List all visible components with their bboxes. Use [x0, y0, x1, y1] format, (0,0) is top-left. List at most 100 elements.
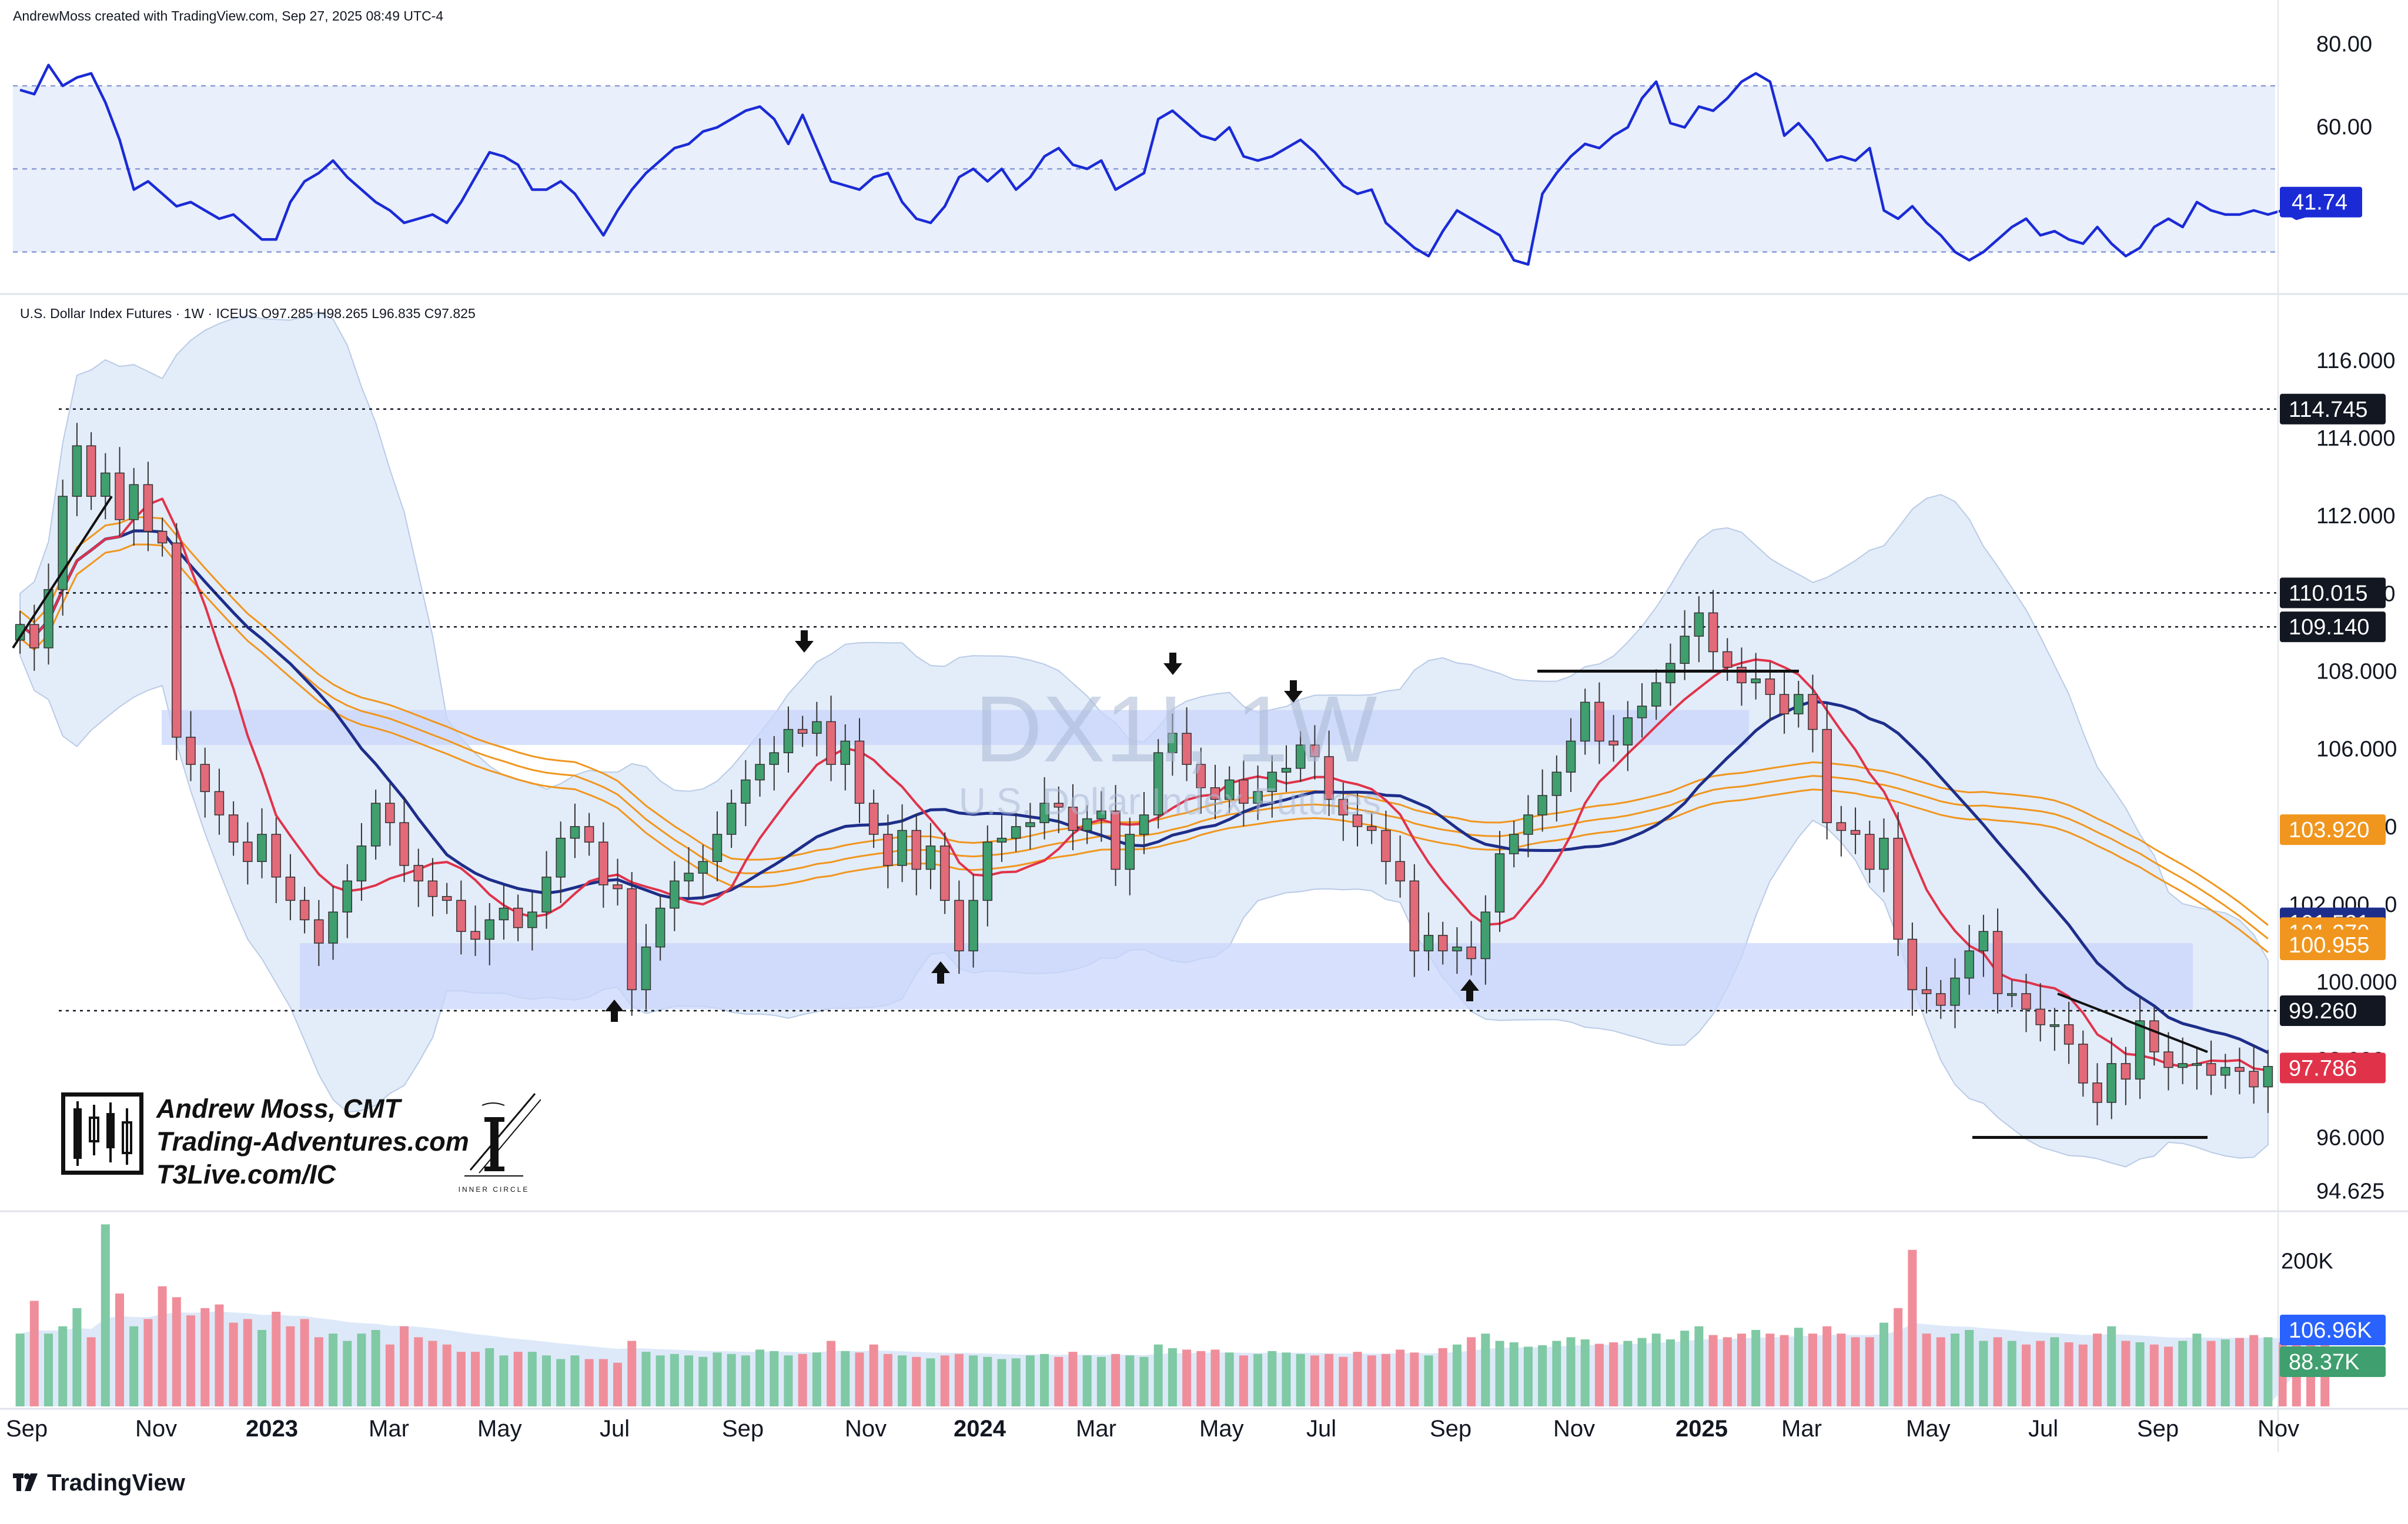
candle [925, 823, 936, 890]
time-tick-label: May [1906, 1416, 1951, 1442]
volume-pane [0, 1224, 2408, 1410]
volume-bar [2192, 1333, 2202, 1406]
candle [1992, 908, 2003, 1014]
volume-bar [527, 1352, 537, 1406]
candle-body [2106, 1063, 2116, 1103]
candle-body [1822, 728, 1832, 823]
candle-body [911, 830, 922, 870]
volume-bar [627, 1341, 637, 1406]
candle-body [2135, 1020, 2145, 1080]
candle-body [826, 721, 836, 765]
volume-bar [1965, 1329, 1974, 1406]
tradingview-logo[interactable]: TradingView [13, 1470, 185, 1496]
volume-bar [969, 1355, 978, 1406]
candle-body [257, 834, 267, 863]
candle [854, 718, 865, 823]
candle-body [883, 834, 893, 866]
candle [2106, 1037, 2116, 1119]
candle-body [442, 896, 452, 901]
candle [1808, 674, 1818, 753]
volume-bar [670, 1353, 679, 1406]
candle [1665, 643, 1675, 706]
time-tick-label: Sep [722, 1416, 764, 1442]
price-badge-label: 109.140 [2289, 615, 2369, 640]
candle [741, 760, 751, 827]
volume-bar [1367, 1355, 1376, 1406]
candle-body [1765, 678, 1775, 695]
rsi-line [19, 63, 2326, 266]
candle [257, 808, 267, 878]
early-trend-line [12, 496, 113, 649]
candle-body [1011, 826, 1021, 839]
volume-bar [400, 1326, 409, 1406]
time-tick-label: Nov [845, 1416, 887, 1442]
candle [413, 848, 423, 907]
candle-body [1381, 830, 1391, 863]
candle [1366, 813, 1377, 844]
candle-body [1480, 911, 1491, 960]
candle-body [1153, 752, 1163, 816]
candle-body [271, 834, 281, 878]
candle-body [982, 841, 993, 901]
candle [1253, 766, 1263, 820]
candle-body [627, 888, 637, 991]
time-tick-label: Jul [1306, 1416, 1336, 1442]
candle [1338, 783, 1349, 841]
candle [1623, 701, 1633, 771]
volume-bar [286, 1326, 295, 1406]
candle [2249, 1045, 2259, 1104]
volume-bar [229, 1322, 238, 1406]
symbol-ohlc-legend[interactable]: U.S. Dollar Index Futures · 1W · ICEUS O… [20, 306, 476, 321]
volume-bar [1538, 1345, 1547, 1406]
candle-body [1978, 931, 1989, 952]
candle [1310, 725, 1320, 780]
candle-body [314, 919, 324, 944]
candle-body [1125, 834, 1135, 870]
volume-bar [2163, 1346, 2173, 1406]
time-tick-label: Mar [1076, 1416, 1116, 1442]
candle-body [1779, 694, 1790, 714]
price-badge-label: 97.786 [2289, 1056, 2357, 1081]
candle-body [2007, 993, 2017, 996]
candle [1381, 810, 1391, 885]
tradingview-icon [13, 1473, 39, 1493]
volume-bar [812, 1352, 821, 1406]
candle-body [2235, 1067, 2245, 1072]
candle-body [1338, 798, 1349, 816]
candle [2063, 1001, 2074, 1064]
volume-bar [2178, 1341, 2188, 1406]
price-tick-label: 100.000 [2316, 970, 2397, 995]
candle-body [712, 834, 723, 863]
candle [285, 854, 296, 921]
volume-bar [300, 1319, 309, 1406]
volume-bar [1068, 1352, 1078, 1406]
candle-body [1608, 740, 1618, 746]
candle-body [1992, 931, 2003, 994]
volume-bar [1267, 1351, 1277, 1406]
candle [342, 864, 352, 938]
volume-bar [186, 1315, 196, 1406]
volume-bar [1509, 1342, 1519, 1406]
candle [712, 811, 723, 881]
candle-body [968, 900, 978, 952]
volume-bar [1310, 1355, 1319, 1406]
volume-bar [1609, 1342, 1618, 1406]
candle-body [1551, 771, 1562, 796]
time-tick-label: Sep [2137, 1416, 2179, 1442]
candle [1437, 921, 1448, 965]
volume-bar [1665, 1339, 1675, 1406]
candle [2263, 1050, 2273, 1113]
candle-body [2121, 1063, 2131, 1080]
rsi-last-label: 41.74 [2292, 190, 2347, 215]
candle [1850, 807, 1861, 854]
candle-body [1694, 612, 1704, 637]
volume-bar [314, 1337, 323, 1406]
volume-bar [1694, 1326, 1704, 1406]
candle [115, 447, 125, 537]
price-badge-bg [2280, 814, 2386, 845]
volume-bar [44, 1333, 53, 1406]
candle-body [797, 728, 808, 734]
volume-bar [997, 1359, 1006, 1406]
candle-body [598, 841, 608, 885]
candle-body [613, 884, 623, 890]
